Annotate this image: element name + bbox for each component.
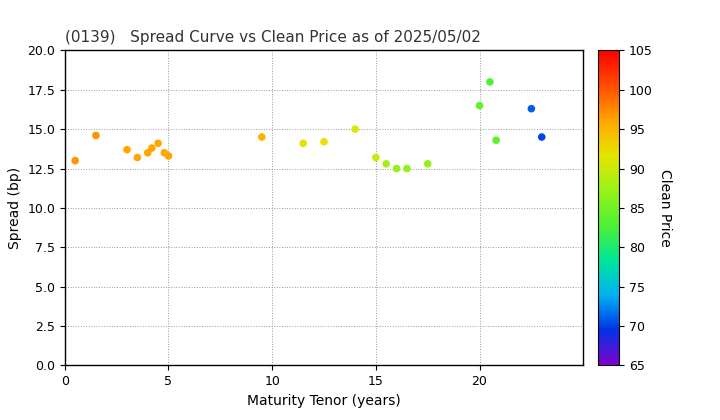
Point xyxy=(90,132,102,139)
Point xyxy=(256,134,268,140)
Point xyxy=(146,144,158,151)
Point xyxy=(349,126,361,132)
Point xyxy=(484,79,495,85)
Point xyxy=(153,140,164,147)
Y-axis label: Spread (bp): Spread (bp) xyxy=(8,167,22,249)
X-axis label: Maturity Tenor (years): Maturity Tenor (years) xyxy=(247,394,401,408)
Point xyxy=(391,165,402,172)
Point xyxy=(401,165,413,172)
Point xyxy=(370,154,382,161)
Point xyxy=(422,160,433,167)
Point xyxy=(69,157,81,164)
Point xyxy=(526,105,537,112)
Point xyxy=(132,154,143,161)
Point xyxy=(380,160,392,167)
Point xyxy=(121,146,132,153)
Point xyxy=(490,137,502,144)
Point xyxy=(163,152,174,159)
Text: (0139)   Spread Curve vs Clean Price as of 2025/05/02: (0139) Spread Curve vs Clean Price as of… xyxy=(65,30,481,45)
Point xyxy=(474,102,485,109)
Point xyxy=(318,138,330,145)
Point xyxy=(536,134,547,140)
Point xyxy=(142,150,153,156)
Point xyxy=(158,150,170,156)
Y-axis label: Clean Price: Clean Price xyxy=(658,169,672,247)
Point xyxy=(297,140,309,147)
